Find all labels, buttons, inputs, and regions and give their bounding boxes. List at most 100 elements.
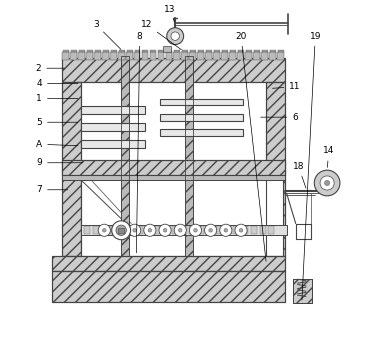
- Circle shape: [325, 180, 329, 185]
- Bar: [81, 140, 145, 147]
- Circle shape: [239, 228, 243, 232]
- Bar: [230, 49, 236, 52]
- Bar: [160, 129, 243, 136]
- Bar: [246, 49, 252, 52]
- Text: 18: 18: [293, 162, 306, 188]
- Circle shape: [113, 224, 126, 236]
- Bar: [278, 49, 284, 52]
- Bar: [158, 49, 164, 52]
- Circle shape: [118, 228, 121, 232]
- Bar: [181, 226, 187, 234]
- Bar: [237, 52, 244, 60]
- Bar: [160, 99, 243, 105]
- Bar: [206, 49, 212, 52]
- Bar: [134, 52, 141, 60]
- Circle shape: [167, 28, 184, 45]
- Bar: [174, 52, 180, 60]
- Bar: [233, 226, 239, 234]
- Bar: [222, 49, 228, 52]
- Circle shape: [220, 224, 232, 236]
- Bar: [94, 52, 101, 60]
- Bar: [103, 49, 108, 52]
- Bar: [270, 49, 276, 52]
- Bar: [260, 226, 266, 234]
- Text: 1: 1: [36, 94, 78, 103]
- Circle shape: [133, 228, 137, 232]
- Bar: [261, 52, 268, 60]
- Bar: [163, 46, 171, 52]
- Circle shape: [129, 224, 141, 236]
- Circle shape: [205, 224, 217, 236]
- Bar: [189, 226, 196, 234]
- Bar: [221, 52, 228, 60]
- Circle shape: [178, 228, 182, 232]
- Circle shape: [320, 176, 334, 190]
- Bar: [62, 52, 69, 60]
- Bar: [137, 226, 143, 234]
- Bar: [142, 49, 148, 52]
- Text: 14: 14: [323, 146, 334, 167]
- Bar: [81, 123, 145, 131]
- Circle shape: [144, 224, 156, 236]
- Circle shape: [189, 224, 202, 236]
- Bar: [84, 226, 90, 234]
- Text: 4: 4: [36, 79, 78, 88]
- Bar: [293, 279, 312, 303]
- Bar: [86, 52, 93, 60]
- Circle shape: [163, 228, 167, 232]
- Bar: [216, 226, 222, 234]
- Circle shape: [194, 228, 197, 232]
- Text: 2: 2: [36, 64, 64, 73]
- Text: 12: 12: [141, 20, 181, 50]
- Bar: [81, 224, 286, 235]
- Bar: [81, 106, 145, 114]
- Circle shape: [314, 170, 340, 196]
- Text: 19: 19: [302, 32, 321, 300]
- Circle shape: [116, 225, 126, 236]
- Bar: [87, 49, 93, 52]
- Bar: [119, 226, 125, 234]
- Bar: [224, 226, 230, 234]
- Text: 9: 9: [36, 158, 83, 167]
- Bar: [119, 49, 125, 52]
- Text: 8: 8: [137, 32, 142, 253]
- Bar: [62, 58, 285, 82]
- Bar: [166, 49, 172, 52]
- Bar: [198, 226, 204, 234]
- Bar: [52, 271, 285, 302]
- Bar: [182, 49, 188, 52]
- Text: 13: 13: [164, 5, 176, 22]
- Text: 3: 3: [93, 20, 121, 49]
- Circle shape: [209, 228, 212, 232]
- Bar: [70, 52, 77, 60]
- Bar: [135, 49, 141, 52]
- Circle shape: [148, 228, 152, 232]
- Circle shape: [224, 228, 228, 232]
- Bar: [166, 52, 172, 60]
- Bar: [189, 52, 196, 60]
- Bar: [214, 49, 220, 52]
- Bar: [269, 226, 275, 234]
- Bar: [181, 52, 188, 60]
- Bar: [62, 160, 285, 175]
- Bar: [266, 82, 285, 256]
- Bar: [95, 49, 101, 52]
- Bar: [190, 49, 196, 52]
- Bar: [242, 226, 248, 234]
- Text: 20: 20: [235, 32, 266, 261]
- Bar: [79, 49, 85, 52]
- Bar: [174, 49, 180, 52]
- Bar: [266, 82, 285, 256]
- Bar: [62, 58, 285, 82]
- Bar: [145, 226, 151, 234]
- Circle shape: [102, 228, 106, 232]
- Bar: [262, 49, 268, 52]
- Bar: [238, 49, 244, 52]
- Bar: [150, 49, 156, 52]
- Bar: [62, 175, 285, 180]
- Text: 7: 7: [36, 185, 68, 194]
- Bar: [150, 52, 156, 60]
- Bar: [111, 49, 117, 52]
- Bar: [126, 49, 132, 52]
- Circle shape: [112, 221, 131, 240]
